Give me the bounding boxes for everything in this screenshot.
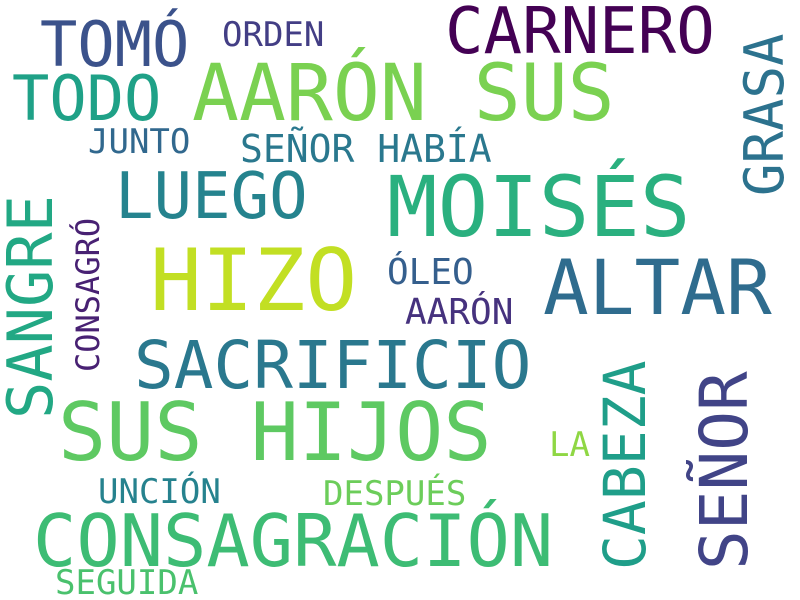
- word-sangre: SANGRE: [0, 195, 67, 419]
- word-consagro: CONSAGRÓ: [69, 217, 107, 372]
- word-moises: MOISÉS: [387, 158, 691, 256]
- word-sacrificio: SACRIFICIO: [134, 327, 532, 404]
- word-cabeza: CABEZA: [591, 360, 659, 570]
- word-uncion: UNCIÓN: [98, 472, 221, 512]
- word-luego: LUEGO: [115, 160, 308, 234]
- word-consagracion: CONSAGRACIÓN: [33, 499, 554, 583]
- word-oleo: ÓLEO: [387, 252, 474, 293]
- word-sus-hijos: SUS HIJOS: [58, 386, 492, 479]
- word-hizo: HIZO: [150, 231, 358, 331]
- word-senor-vertical: SEÑOR: [686, 371, 763, 570]
- word-todo: TODO: [12, 62, 162, 135]
- word-despues: DESPUÉS: [323, 474, 467, 514]
- word-senor-habia: SEÑOR HABÍA: [240, 127, 492, 171]
- word-grasa: GRASA: [733, 33, 796, 196]
- word-altar: ALTAR: [543, 243, 772, 332]
- word-aaron-small: AARÓN: [405, 292, 514, 333]
- word-aaron-sus: AARÓN SUS: [192, 49, 615, 139]
- word-junto: JUNTO: [88, 122, 191, 162]
- word-tomo: TOMÓ: [40, 8, 190, 81]
- word-seguida: SEGUIDA: [55, 563, 199, 600]
- word-orden: ORDEN: [222, 15, 325, 55]
- word-carnero: CARNERO: [445, 0, 715, 69]
- word-la: LA: [549, 425, 590, 465]
